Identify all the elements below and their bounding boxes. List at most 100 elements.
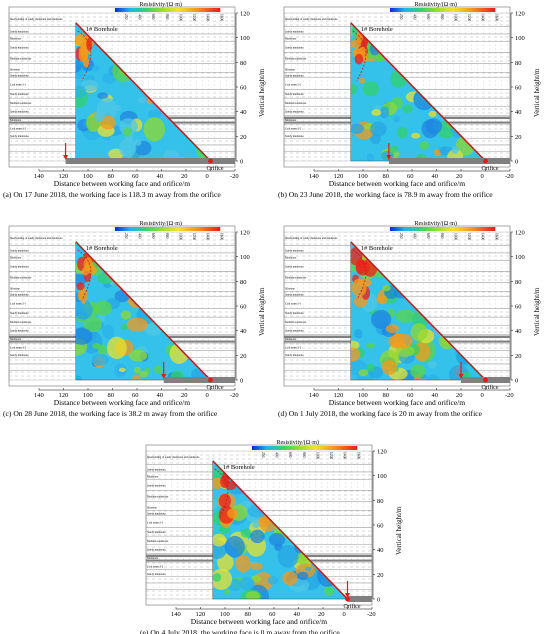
- x-tick-label: 20: [456, 173, 463, 180]
- y-tick-label: 0: [240, 378, 243, 385]
- field-blob: [126, 317, 148, 332]
- y-tick-label: 20: [240, 353, 247, 360]
- x-tick-label: 60: [407, 392, 414, 399]
- colorbar-tick: 1400: [206, 14, 210, 21]
- y-tick-label: 100: [515, 254, 525, 261]
- stratum-label: Siltstone: [10, 288, 21, 291]
- colorbar-tick: 1600: [494, 233, 498, 240]
- y-tick-label: 60: [240, 85, 247, 92]
- borehole-label: 1# Borehole: [361, 245, 393, 252]
- orifice-label: Orifice: [482, 165, 499, 172]
- y-tick-label: 100: [240, 254, 250, 261]
- field-blob: [350, 123, 364, 134]
- stratum-label: Sandy mudstone: [285, 312, 304, 315]
- x-tick-label: 40: [432, 392, 439, 399]
- y-tick-label: 60: [515, 304, 522, 311]
- field-blob: [427, 360, 438, 369]
- field-blob: [324, 585, 334, 596]
- orifice-marker: [345, 596, 350, 602]
- stratum-label: Mudstone: [10, 257, 22, 260]
- x-tick-label: 20: [181, 173, 188, 180]
- x-tick-label: 60: [132, 392, 139, 399]
- field-blob: [118, 367, 126, 373]
- working-face-arrowhead: [345, 593, 350, 598]
- colorbar-tick: 1400: [481, 233, 485, 240]
- stratum-label: Sandy mudstone: [285, 135, 304, 138]
- colorbar-title: Resistivity/(Ω·m): [139, 1, 181, 8]
- colorbar-tick: 1400: [481, 14, 485, 21]
- stratum-band: [145, 471, 373, 480]
- colorbar-tick: 600: [426, 233, 430, 239]
- x-tick-label: 80: [108, 392, 115, 399]
- orifice-marker: [483, 377, 488, 383]
- colorbar-title: Resistivity/(Ω·m): [414, 220, 456, 227]
- x-tick-label: 140: [309, 173, 319, 180]
- x-tick-label: 0: [343, 611, 346, 618]
- stratum-label: Mudstone: [285, 338, 297, 341]
- x-tick-label: 40: [294, 611, 301, 618]
- orifice-label: Orifice: [207, 384, 224, 391]
- panel-caption: (c) On 28 June 2018, the working face is…: [3, 409, 218, 418]
- stratum-band: [283, 252, 511, 261]
- colorbar: [114, 227, 221, 231]
- stratum-label: Sandy mudstone: [10, 75, 29, 78]
- stratum-label: Sandy mudstone: [10, 312, 29, 315]
- borehole-label: 1# Borehole: [86, 245, 118, 252]
- field-blob: [113, 104, 121, 112]
- colorbar-tick: 1000: [178, 14, 182, 21]
- stratum-label: Sandy mudstone: [285, 329, 304, 332]
- y-tick-label: 120: [377, 449, 387, 456]
- y-tick-label: 0: [377, 597, 380, 604]
- failure-arc: [352, 249, 367, 301]
- colorbar-tick: 400: [138, 14, 142, 20]
- x-axis-label: Distance between working face and orific…: [54, 398, 191, 407]
- field-blob: [123, 127, 132, 137]
- stratum-label: Sandy mudstone: [285, 294, 304, 297]
- x-tick-label: 140: [171, 611, 181, 618]
- stratum-label: Coal seam 3-2: [285, 347, 302, 350]
- field-blob: [425, 118, 443, 134]
- stratum-band: [8, 260, 236, 272]
- x-tick-label: 140: [34, 173, 44, 180]
- stratum-label: Coal seam 3-2: [10, 128, 27, 131]
- colorbar-tick: 1000: [453, 14, 457, 21]
- stratum-band: [283, 41, 511, 53]
- stratum-label: Sandy mudstone: [285, 110, 304, 113]
- field-blob: [362, 81, 380, 97]
- y-tick-label: 120: [515, 230, 525, 237]
- field-blob: [75, 60, 82, 73]
- survey-panel: Interbedding of sandy mudstone and mudst…: [140, 439, 403, 634]
- stratum-label: Sandy mudstone: [285, 75, 304, 78]
- colorbar-tick: 1200: [192, 233, 196, 240]
- colorbar-tick: 600: [288, 452, 292, 458]
- field-blob: [120, 310, 132, 320]
- field-blob: [451, 145, 460, 154]
- stratum-band: [8, 252, 236, 261]
- field-outline: [212, 460, 348, 600]
- colorbar-title: Resistivity/(Ω·m): [276, 439, 318, 446]
- field-blob: [224, 535, 245, 558]
- colorbar-tick: 1000: [453, 233, 457, 240]
- field-blob: [252, 521, 260, 528]
- orifice-marker: [208, 158, 213, 164]
- field-blob: [389, 145, 399, 153]
- stratum-label: Sandy mudstone: [147, 484, 166, 487]
- x-axis-label: Distance between working face and orific…: [191, 617, 328, 626]
- field-blob: [428, 110, 437, 118]
- field-blob: [91, 353, 109, 366]
- stratum-label: Sandy mudstone: [147, 513, 166, 516]
- stratum-label: Mudstone: [147, 557, 159, 560]
- stratum-label: Sandy mudstone: [10, 30, 29, 33]
- x-tick-label: 20: [456, 392, 463, 399]
- field-blob: [75, 299, 93, 320]
- field-blob: [132, 374, 141, 380]
- x-tick-label: 80: [383, 173, 390, 180]
- stratum-label: Sandy mudstone: [285, 93, 304, 96]
- field-blob: [350, 340, 360, 350]
- stratum-label: Coal seam 3-1: [285, 302, 302, 305]
- stratum-label: Sandy mudstone: [147, 531, 166, 534]
- y-tick-label: 0: [515, 159, 518, 166]
- stratum-label: Sandy mudstone: [10, 249, 29, 252]
- stratum-label: Interbedding of sandy mudstone and mudst…: [285, 237, 338, 240]
- y-tick-label: 40: [377, 547, 384, 554]
